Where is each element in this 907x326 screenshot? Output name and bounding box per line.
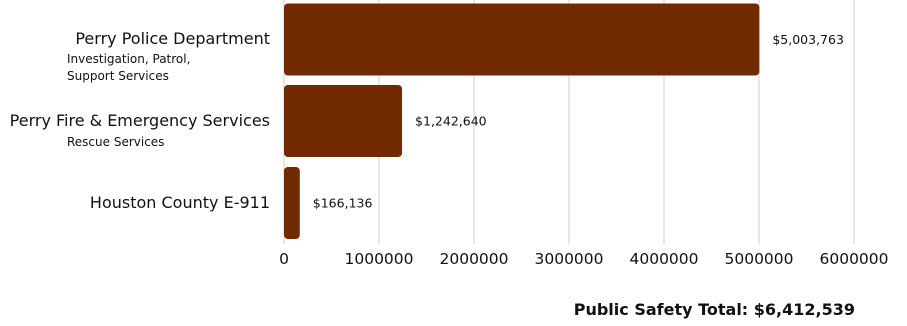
bar bbox=[284, 167, 300, 239]
x-tick-label: 1000000 bbox=[344, 250, 413, 268]
x-axis-ticks: 0 1000000 2000000 3000000 4000000 5000000 6000… bbox=[279, 250, 888, 268]
category-label: Houston County E-911 bbox=[90, 193, 270, 212]
category-subtitle: Rescue Services bbox=[67, 135, 164, 149]
category-label: Perry Fire & Emergency Services bbox=[10, 111, 270, 130]
category-labels: Perry Police Department Investigation, Pa… bbox=[10, 29, 270, 212]
x-tick-label: 4000000 bbox=[629, 250, 698, 268]
public-safety-total: Public Safety Total: $6,412,539 bbox=[573, 300, 855, 319]
category-subtitle: Support Services bbox=[67, 69, 169, 83]
x-tick-label: 0 bbox=[279, 250, 289, 268]
category-label: Perry Police Department bbox=[75, 29, 270, 48]
x-tick-label: 6000000 bbox=[819, 250, 888, 268]
bars bbox=[284, 3, 760, 239]
category-subtitle: Investigation, Patrol, bbox=[67, 52, 190, 66]
data-label: $166,136 bbox=[313, 196, 373, 211]
x-tick-label: 5000000 bbox=[724, 250, 793, 268]
bar bbox=[284, 85, 403, 157]
data-labels: $5,003,763 $1,242,640 $166,136 bbox=[313, 32, 844, 211]
x-tick-label: 2000000 bbox=[439, 250, 508, 268]
x-tick-label: 3000000 bbox=[534, 250, 603, 268]
bar bbox=[284, 3, 760, 76]
data-label: $1,242,640 bbox=[415, 114, 487, 129]
data-label: $5,003,763 bbox=[772, 32, 844, 47]
